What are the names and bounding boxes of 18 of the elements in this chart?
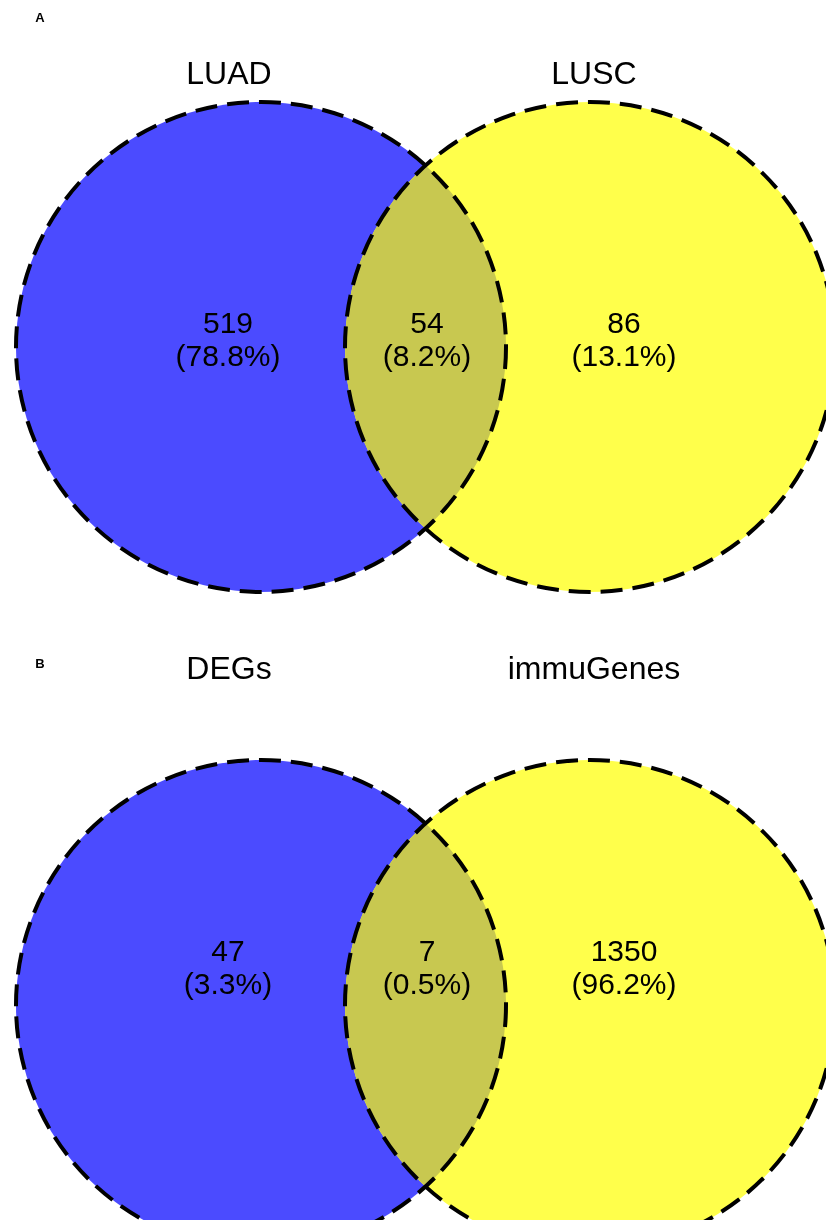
category-label: DEGs [186,650,272,686]
data-label: 519 [202,306,254,339]
text: (13.1%) [571,339,677,372]
category-label: LUSC [551,55,637,91]
text: (0.5%) [382,967,472,1000]
text: (8.2%) [382,339,472,372]
text: B [35,656,45,671]
text: (96.2%) [571,967,677,1000]
data-label: 54 [410,306,444,339]
text: (3.3%) [183,967,273,1000]
category-label: immuGenes [507,650,681,686]
category-label: LUAD [186,55,272,91]
data-label: 7 [418,934,436,967]
data-label: 47 [211,934,245,967]
data-label: 86 [607,306,641,339]
data-label: 1350 [590,934,658,967]
text: A [35,10,46,25]
text: (78.8%) [175,339,281,372]
